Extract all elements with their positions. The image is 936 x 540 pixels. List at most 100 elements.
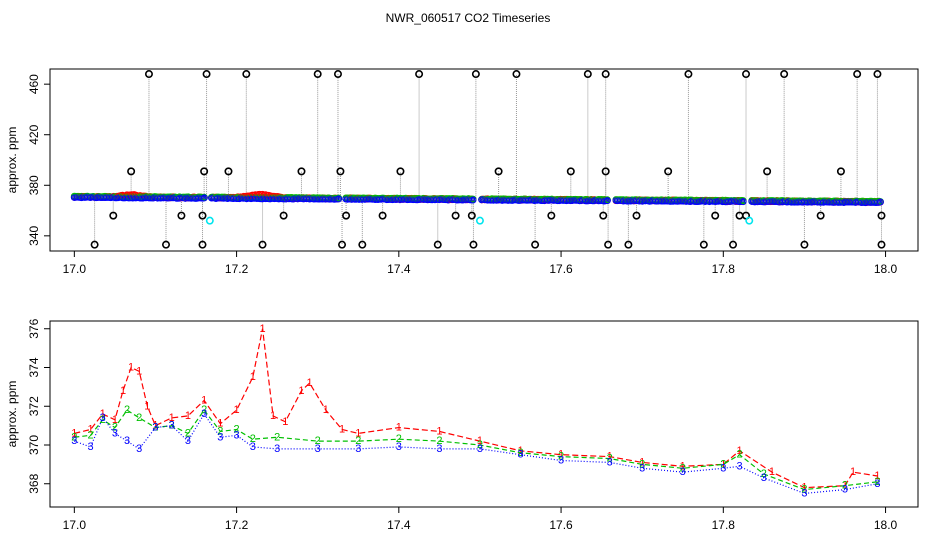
series-1-marker: 1 [639, 456, 645, 468]
series-3-marker: 3 [112, 427, 118, 439]
flagged-point [742, 70, 751, 79]
series-1-marker: 1 [169, 412, 175, 424]
flagged-point [599, 211, 608, 220]
series-2-marker: 2 [169, 420, 175, 432]
y-tick-label: 460 [27, 74, 41, 94]
series-3-line [74, 412, 878, 495]
bottom-y-axis-label: approx. ppm [5, 381, 19, 448]
flagged-point [144, 70, 153, 79]
cyan-point [475, 216, 484, 225]
series-2-marker: 2 [87, 429, 93, 441]
series-3-point [603, 197, 611, 205]
series-1-marker: 1 [720, 458, 726, 470]
series-3-marker: 3 [274, 443, 280, 455]
flagged-point [684, 70, 693, 79]
series-2-marker: 2 [250, 433, 256, 445]
series-2-marker: 2 [396, 433, 402, 445]
flagged-point [800, 240, 809, 249]
x-tick-label: 17.4 [387, 518, 411, 532]
flagged-point [109, 211, 118, 220]
series-3-marker: 3 [680, 466, 686, 478]
flagged-point [396, 167, 405, 176]
series-3-point [739, 198, 747, 206]
flagged-point [297, 167, 306, 176]
flagged-point [735, 211, 744, 220]
figure-title: NWR_060517 CO2 Timeseries [386, 11, 551, 25]
series-2-marker: 2 [801, 484, 807, 496]
flagged-point [836, 167, 845, 176]
flagged-point [566, 167, 575, 176]
series-1-line [74, 328, 878, 489]
flagged-point [198, 240, 207, 249]
flagged-point [279, 211, 288, 220]
series-2-marker: 2 [315, 435, 321, 447]
flagged-point [433, 240, 442, 249]
series-1-marker: 1 [607, 451, 613, 463]
flagged-point [816, 211, 825, 220]
series-3-point [200, 194, 208, 202]
flagged-point [200, 167, 209, 176]
x-tick-label: 17.2 [225, 262, 249, 276]
cyan-point [205, 216, 214, 225]
series-2-marker: 2 [217, 425, 223, 437]
series-3-marker: 3 [436, 443, 442, 455]
bottom-axes: 17.0 17.2 17.4 17.6 17.8 18.0 368 370 372 374 376 [27, 318, 898, 532]
series-2-marker: 2 [558, 451, 564, 463]
series-3-marker: 3 [217, 431, 223, 443]
flagged-point [583, 70, 592, 79]
series-1-marker: 1 [270, 410, 276, 422]
flagged-point [467, 211, 476, 220]
series-2-marker: 2 [639, 458, 645, 470]
flagged-point [531, 240, 540, 249]
series-2-marker: 2 [274, 431, 280, 443]
series-1-marker: 1 [558, 449, 564, 461]
flagged-point [378, 211, 387, 220]
y-tick-label: 368 [27, 473, 41, 493]
series-2-marker: 2 [842, 480, 848, 492]
series-2-marker: 2 [607, 453, 613, 465]
flagged-point [336, 167, 345, 176]
flagged-point [604, 240, 613, 249]
series-2-marker: 2 [136, 412, 142, 424]
series-2-line [74, 409, 878, 491]
series-2-marker: 2 [680, 462, 686, 474]
flagged-point [547, 211, 556, 220]
series-2-marker: 2 [477, 439, 483, 451]
series-1-marker: 1 [680, 460, 686, 472]
flagged-point [242, 70, 251, 79]
series-1-marker: 1 [152, 420, 158, 432]
series-1-marker: 1 [112, 414, 118, 426]
series-1-marker: 1 [120, 385, 126, 397]
series-3-marker: 3 [201, 408, 207, 420]
flagged-point [162, 240, 171, 249]
series-1-marker: 1 [234, 404, 240, 416]
flagged-point [624, 240, 633, 249]
flagged-point [601, 167, 610, 176]
x-tick-label: 17.0 [63, 262, 87, 276]
series-2-marker: 2 [185, 427, 191, 439]
series-2-marker: 2 [124, 404, 130, 416]
flagged-point [699, 240, 708, 249]
series-1-marker: 1 [801, 482, 807, 494]
x-tick-label: 17.0 [63, 518, 87, 532]
series-1-marker: 1 [144, 400, 150, 412]
y-tick-label: 340 [27, 226, 41, 246]
top-flagged-points [90, 70, 886, 249]
series-2-marker: 2 [152, 422, 158, 434]
x-tick-label: 18.0 [874, 518, 898, 532]
series-3-marker: 3 [801, 487, 807, 499]
series-2-marker: 2 [436, 435, 442, 447]
series-1-marker: 1 [250, 371, 256, 383]
series-1-marker: 1 [185, 410, 191, 422]
series-1-marker: 1 [100, 408, 106, 420]
series-1-marker: 1 [282, 416, 288, 428]
series-3-marker: 3 [736, 460, 742, 472]
y-tick-label: 420 [27, 124, 41, 144]
series-1-marker: 1 [736, 445, 742, 457]
series-2-marker: 2 [112, 422, 118, 434]
top-axes: 17.0 17.2 17.4 17.6 17.8 18.0 340 380 420 460 [27, 74, 898, 276]
bottom-panel: approx. ppm 17.0 17.2 17.4 17.6 17.8 18.0 368 3… [5, 318, 919, 532]
series-1-marker: 1 [436, 425, 442, 437]
flagged-point [763, 167, 772, 176]
